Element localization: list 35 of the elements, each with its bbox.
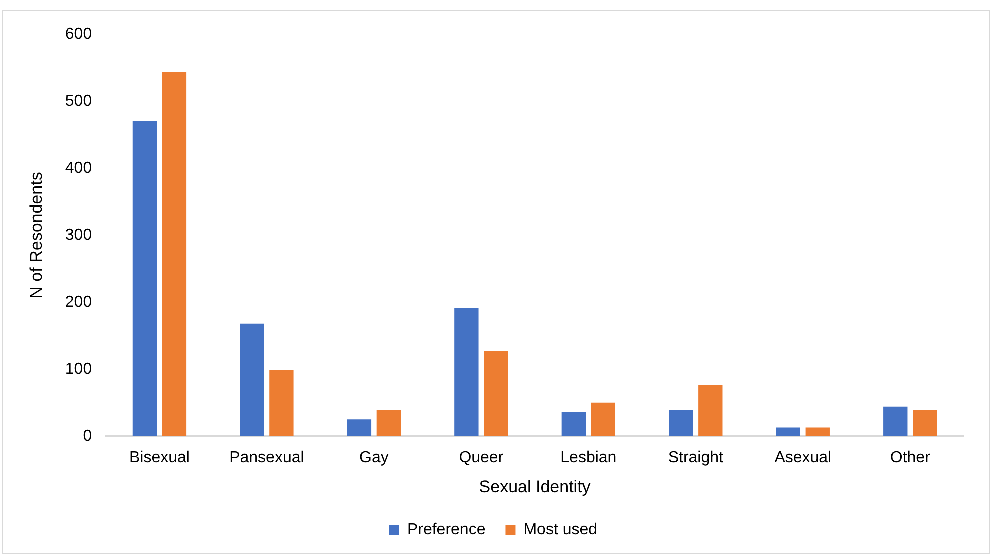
x-tick-label: Bisexual bbox=[129, 449, 190, 466]
bar bbox=[806, 428, 830, 436]
bar bbox=[669, 410, 694, 436]
x-tick-label: Pansexual bbox=[230, 449, 304, 466]
y-tick-label: 100 bbox=[65, 360, 92, 378]
x-tick-label: Other bbox=[890, 449, 932, 466]
bar bbox=[347, 420, 372, 436]
x-tick-label: Lesbian bbox=[560, 449, 617, 466]
bar bbox=[376, 410, 402, 436]
bar bbox=[591, 402, 616, 436]
y-tick-label: 400 bbox=[65, 160, 92, 177]
y-tick-label: 200 bbox=[65, 294, 92, 311]
bar bbox=[162, 72, 187, 436]
bar bbox=[776, 428, 800, 436]
bar bbox=[913, 410, 938, 436]
bar bbox=[240, 324, 264, 436]
x-tick-label: Queer bbox=[459, 449, 504, 466]
bar bbox=[484, 351, 508, 436]
x-tick-label: Straight bbox=[668, 449, 724, 466]
legend-label: Most used bbox=[524, 521, 598, 538]
y-tick-label: 600 bbox=[65, 26, 92, 44]
x-tick-label: Gay bbox=[360, 449, 389, 466]
bar bbox=[270, 370, 294, 436]
y-tick-label: 500 bbox=[65, 92, 92, 110]
bar bbox=[562, 412, 586, 436]
legend-label: Preference bbox=[407, 521, 486, 538]
x-tick-label: Asexual bbox=[774, 449, 832, 466]
y-axis-title: N of Resondents bbox=[26, 172, 46, 299]
bar bbox=[698, 386, 723, 436]
y-tick-label: 300 bbox=[65, 226, 92, 244]
y-tick-label: 0 bbox=[83, 428, 92, 445]
bar bbox=[132, 120, 158, 436]
bar bbox=[884, 406, 908, 436]
bar bbox=[454, 308, 479, 436]
x-axis-title: Sexual Identity bbox=[479, 477, 592, 496]
